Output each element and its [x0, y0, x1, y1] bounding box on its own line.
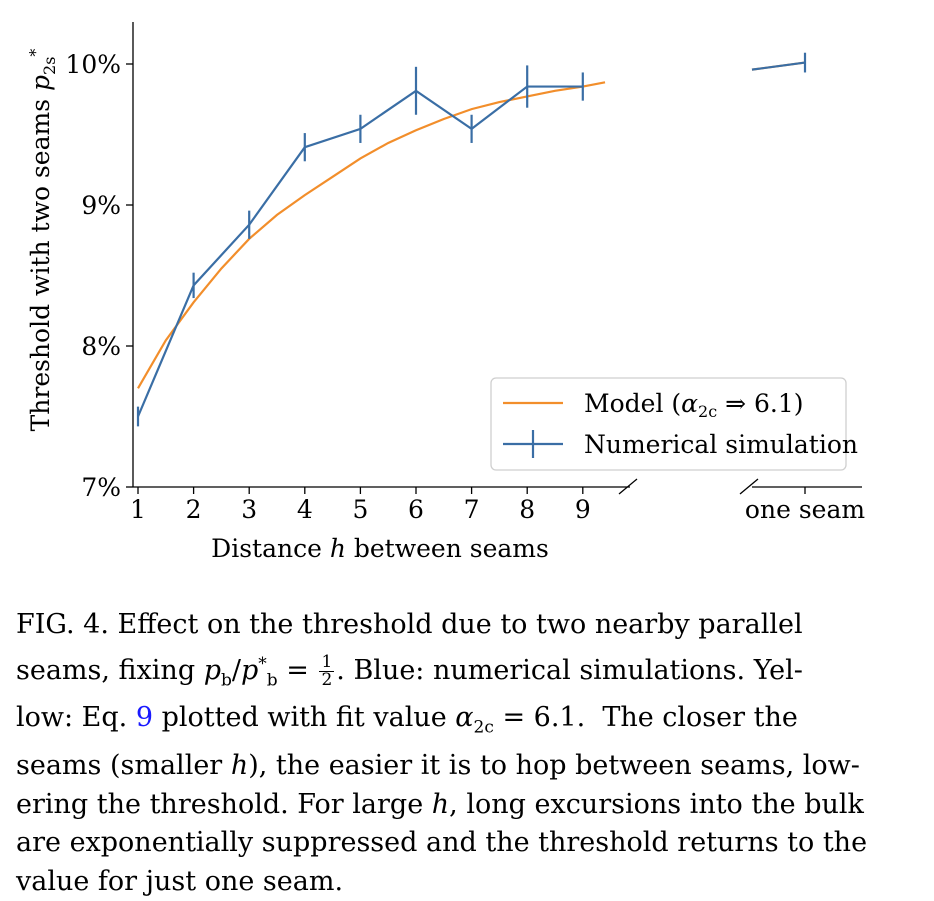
- x-tick-label: 1: [130, 495, 146, 524]
- x-tick-label: 6: [408, 495, 424, 524]
- figure-caption: FIG. 4. Effect on the threshold due to t…: [16, 606, 918, 901]
- y-ticks: 7% 8% 9% 10%: [65, 50, 133, 502]
- x-tick-label: 7: [464, 495, 480, 524]
- legend-simulation-label: Numerical simulation: [584, 430, 858, 459]
- caption-line-6: are exponentially suppressed and the thr…: [16, 827, 868, 859]
- threshold-figure: 7% 8% 9% 10% 1 2 3 4 5 6 7 8 9 one seam Threshold wi…: [26, 22, 865, 563]
- x-tick-label: 5: [352, 495, 368, 524]
- x-tick-label: 3: [241, 495, 257, 524]
- simulation-error-bars: [136, 52, 807, 427]
- x-axis-label: Distance h between seams: [211, 534, 549, 563]
- caption-line-7: value for just one seam.: [16, 865, 344, 897]
- caption-line-4: seams (smaller h), the easier it is to h…: [16, 750, 860, 782]
- model-curve: [137, 81, 606, 389]
- legend: Model (α2c ⇒ 6.1) Numerical simulation: [490, 377, 858, 471]
- x-tick-label: 8: [519, 495, 535, 524]
- y-tick-label: 10%: [65, 50, 121, 79]
- caption-line-1: FIG. 4. Effect on the threshold due to t…: [16, 609, 803, 640]
- axis-break-right: [739, 478, 759, 495]
- caption-line-5: ering the threshold. For large h, long e…: [16, 788, 864, 820]
- y-axis-label: Threshold with two seams p2s*: [26, 49, 59, 432]
- y-tick-label: 9%: [81, 191, 121, 220]
- legend-model-label: Model (α2c ⇒ 6.1): [584, 389, 804, 421]
- x-tick-label: 9: [575, 495, 591, 524]
- x-tick-label: 2: [186, 495, 202, 524]
- y-tick-label: 7%: [81, 473, 121, 502]
- simulation-one-seam-segment: [751, 61, 806, 71]
- x-tick-label-one-seam: one seam: [745, 495, 865, 524]
- x-ticks: 1 2 3 4 5 6 7 8 9 one seam: [130, 487, 865, 524]
- caption-line-3: low: Eq. 9 plotted with fit value α2c = …: [16, 702, 798, 738]
- axis-break-left: [618, 478, 638, 495]
- legend-frame: [490, 377, 847, 471]
- x-tick-label: 4: [297, 495, 313, 524]
- y-tick-label: 8%: [81, 332, 121, 361]
- equation-9-link[interactable]: 9: [135, 702, 154, 734]
